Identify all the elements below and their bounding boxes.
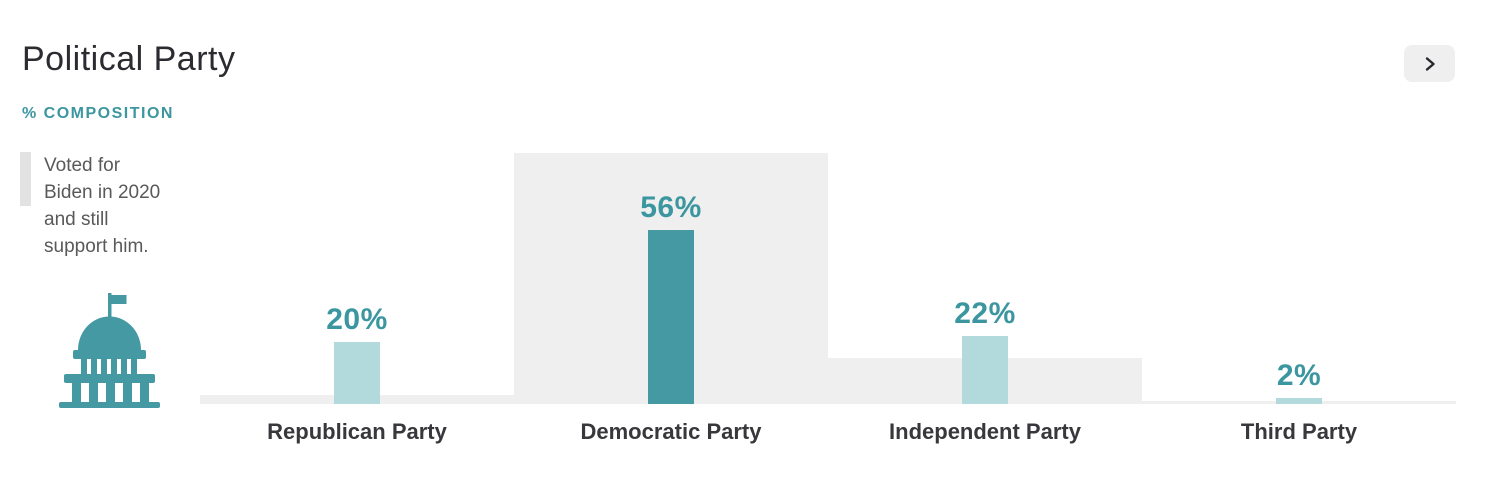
chart-cell-third-party: 2% Third Party: [1142, 0, 1456, 482]
value-bar-republican-party[interactable]: [334, 342, 380, 404]
value-label-republican-party: 20%: [326, 303, 388, 336]
composition-subtitle: % COMPOSITION: [22, 105, 174, 122]
expand-button[interactable]: [1404, 45, 1455, 82]
chart-area: 20% Republican Party 56% Democratic Party 22…: [200, 0, 1456, 482]
chart-cell-independent-party: 22% Independent Party: [828, 0, 1142, 482]
chart-cell-republican-party: 20% Republican Party: [200, 0, 514, 482]
value-bar-independent-party[interactable]: [962, 335, 1008, 404]
category-label-democratic-party: Democratic Party: [580, 419, 762, 444]
value-label-third-party: 2%: [1276, 358, 1322, 392]
chart-legend: Voted for Biden in 2020 and still suppor…: [20, 152, 160, 260]
category-label-third-party: Third Party: [1240, 419, 1358, 444]
page-title: Political Party: [22, 40, 236, 78]
chevron-right-icon: [1425, 56, 1435, 71]
legend-label: Voted for Biden in 2020 and still suppor…: [44, 155, 161, 257]
category-label-independent-party: Independent Party: [889, 419, 1081, 444]
category-label-republican-party: Republican Party: [267, 419, 447, 444]
legend-swatch: [20, 152, 31, 206]
value-bar-democratic-party[interactable]: [648, 230, 694, 404]
value-label-independent-party: 22%: [954, 296, 1016, 330]
value-bar-third-party[interactable]: [1276, 397, 1322, 404]
chart-cell-democratic-party: 56% Democratic Party: [514, 0, 828, 482]
value-label-democratic-party: 56%: [640, 191, 702, 225]
capitol-building-icon: [56, 290, 163, 408]
